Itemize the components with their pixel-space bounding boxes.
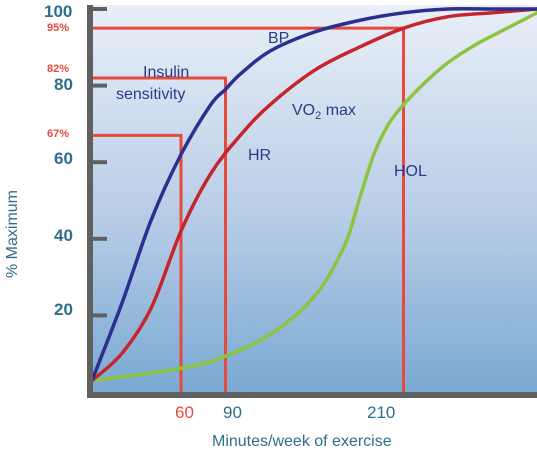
y-tick-label-100: 100 xyxy=(44,2,72,21)
x-tick-label-60: 60 xyxy=(175,403,194,422)
series-label-vo2max: VO2 max xyxy=(292,102,356,122)
percent-label-95: 95% xyxy=(47,22,69,34)
series-label-insulin-line1: Insulin xyxy=(143,64,189,81)
y-tick-label-40: 40 xyxy=(54,226,73,245)
y-tick-label-60: 60 xyxy=(54,149,73,168)
y-tick-mark-20 xyxy=(93,313,107,318)
series-line-bp xyxy=(90,6,537,383)
series-label-hr: HR xyxy=(248,147,271,164)
y-axis-line xyxy=(87,5,93,397)
x-tick-label-90: 90 xyxy=(223,403,242,422)
x-axis-line xyxy=(87,392,537,398)
reference-line-60 xyxy=(92,133,183,397)
y-tick-mark-100 xyxy=(93,7,107,11)
x-axis-label: Minutes/week of exercise xyxy=(212,433,392,450)
percent-label-82: 82% xyxy=(47,63,69,75)
x-tick-label-210: 210 xyxy=(367,403,395,422)
y-tick-label-20: 20 xyxy=(54,300,73,319)
series-label-hol: HOL xyxy=(394,163,427,180)
y-tick-mark-60 xyxy=(93,160,107,165)
y-tick-mark-80 xyxy=(93,83,107,88)
y-axis-label: % Maximum xyxy=(4,190,21,278)
reference-line-90 xyxy=(92,76,227,397)
series-label-bp: BP xyxy=(268,30,289,47)
y-tick-label-80: 80 xyxy=(54,75,73,94)
series-label-insulin-line2: sensitivity xyxy=(116,86,185,103)
series-line-hr xyxy=(90,7,537,383)
series-line-vo2max xyxy=(90,11,537,383)
percent-label-67: 67% xyxy=(47,128,69,140)
y-tick-mark-40 xyxy=(93,236,107,241)
